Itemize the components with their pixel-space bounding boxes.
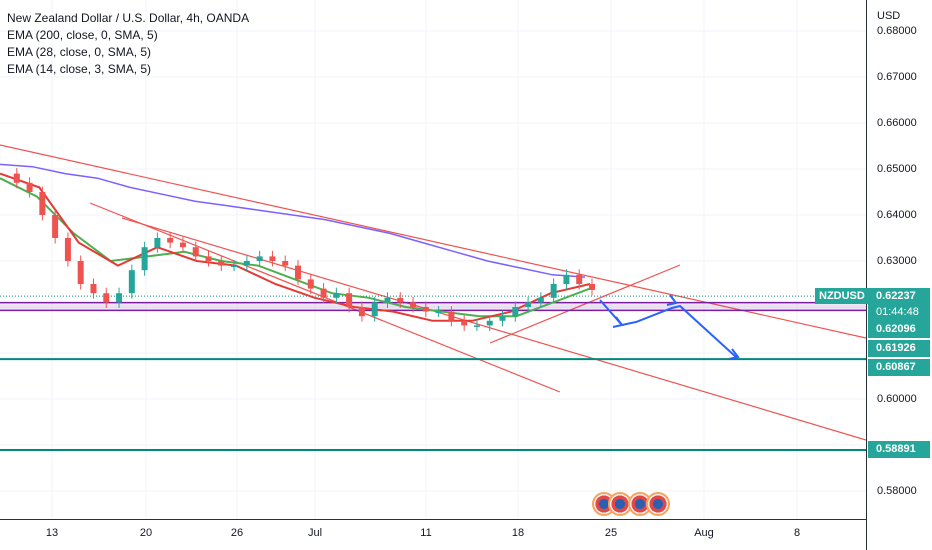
candle-body: [563, 274, 570, 284]
candle-body: [103, 293, 110, 303]
candle-body: [295, 265, 301, 280]
candle-body: [231, 265, 238, 268]
candle-body: [448, 311, 455, 321]
ema200-line: [0, 163, 586, 278]
candle-body: [77, 261, 84, 284]
legend-ema14: EMA (14, close, 3, SMA, 5): [7, 62, 152, 76]
price-label-level: 0.61926: [868, 340, 930, 357]
zone-rect: [0, 302, 866, 311]
chart-legend: New Zealand Dollar / U.S. Dollar, 4h, OA…: [7, 10, 249, 78]
candle-body: [154, 238, 161, 248]
candle-body: [13, 173, 20, 183]
y-tick-label: 0.65000: [877, 163, 917, 175]
legend-title: New Zealand Dollar / U.S. Dollar, 4h, OA…: [7, 11, 250, 25]
candle-body: [537, 297, 544, 303]
price-label-level: 0.62096: [868, 321, 930, 338]
candle-body: [550, 284, 557, 298]
candle-body: [422, 307, 429, 312]
candle-body: [218, 261, 225, 266]
legend-ema200: EMA (200, close, 0, SMA, 5): [7, 28, 158, 42]
candle-body: [116, 293, 123, 303]
x-tick-label: Aug: [694, 527, 714, 539]
trend-line: [121, 217, 866, 441]
candle-body: [371, 302, 378, 317]
candle-body: [589, 284, 595, 290]
candle-body: [358, 307, 365, 317]
x-tick-label: Jul: [307, 527, 323, 539]
y-tick-label: 0.66000: [877, 117, 917, 129]
symbol-label: NZDUSD: [815, 288, 869, 304]
ema14-line: [0, 172, 591, 322]
candle-body: [525, 302, 532, 307]
y-tick-label: 0.58000: [877, 485, 917, 497]
candle-body: [333, 293, 340, 298]
price-axis[interactable]: [866, 0, 932, 550]
legend-ema28: EMA (28, close, 0, SMA, 5): [7, 45, 152, 59]
candle-body: [461, 320, 468, 326]
x-tick-label: 11: [420, 527, 432, 539]
candle-body: [39, 192, 46, 215]
y-tick-label: 0.63000: [877, 255, 917, 267]
x-tick-label: 26: [230, 527, 244, 539]
axis-unit: USD: [877, 10, 901, 22]
candle-body: [269, 256, 276, 261]
candle-body: [167, 238, 174, 243]
candle-body: [141, 247, 148, 271]
y-tick-label: 0.67000: [877, 71, 917, 83]
countdown-label: 01:44:48: [868, 304, 930, 321]
candle-body: [179, 242, 186, 248]
arrow-head: [666, 294, 678, 306]
candle-body: [192, 247, 199, 257]
candle-body: [52, 215, 59, 238]
candle-body: [128, 270, 135, 294]
price-label-last: 0.62237: [868, 288, 930, 305]
candle-body: [435, 311, 442, 314]
candle-body: [90, 284, 97, 294]
candle-body: [346, 293, 353, 307]
candle-body: [576, 274, 583, 284]
candle-body: [410, 302, 417, 307]
y-tick-label: 0.68000: [877, 25, 917, 37]
price-label-level: 0.58891: [868, 441, 930, 458]
candle-body: [320, 288, 327, 298]
y-tick-label: 0.60000: [877, 393, 917, 405]
time-axis[interactable]: [0, 519, 866, 520]
price-label-level: 0.60867: [868, 359, 930, 376]
x-tick-label: 25: [604, 527, 618, 539]
candle-body: [397, 297, 404, 303]
candle-body: [499, 316, 506, 321]
trend-line: [0, 144, 866, 339]
x-tick-label: 18: [511, 527, 525, 539]
arrow-head: [612, 316, 624, 328]
candle-body: [384, 297, 391, 303]
y-tick-label: 0.64000: [877, 209, 917, 221]
x-tick-label: 20: [139, 527, 153, 539]
chart-canvas[interactable]: [0, 0, 866, 519]
arrow-head: [728, 348, 740, 360]
candle-body: [205, 256, 212, 261]
trend-line: [489, 264, 681, 344]
candle-body: [26, 182, 33, 192]
candle-body: [486, 320, 493, 326]
candle-body: [282, 261, 289, 266]
candle-body: [307, 279, 314, 289]
candle-body: [243, 261, 250, 266]
candle-body: [256, 256, 263, 261]
us-flag-icon[interactable]: [646, 492, 670, 516]
candle-body: [64, 238, 71, 261]
candle-body: [512, 307, 519, 317]
x-tick-label: 13: [45, 527, 59, 539]
x-tick-label: 8: [793, 527, 801, 539]
candle-body: [473, 325, 480, 327]
